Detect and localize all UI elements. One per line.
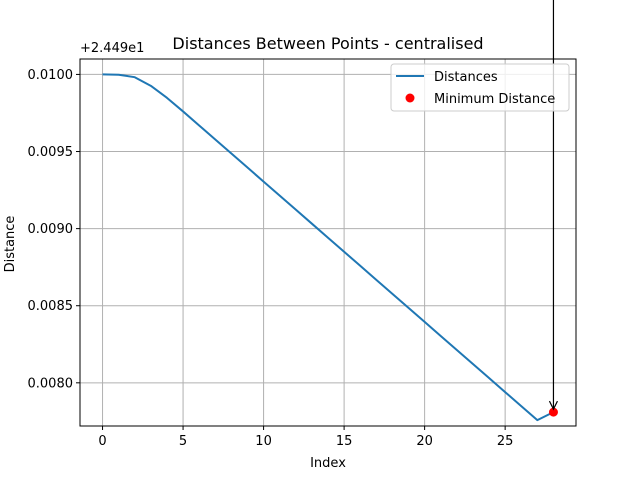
legend-marker-swatch [405,93,415,103]
legend-item-distances: Distances [434,70,498,85]
x-tick-label: 10 [255,434,272,449]
plot-area [102,73,558,422]
x-tick-label: 15 [336,434,353,449]
axes-frame [79,58,577,427]
y-axis: 0.0080 0.0085 0.0090 0.0095 0.0100 [28,68,80,391]
y-tick-label: 0.0100 [28,68,74,83]
x-tick-label: 5 [179,434,187,449]
legend-item-minimum-distance: Minimum Distance [434,92,555,107]
legend: Distances Minimum Distance [390,63,570,112]
chart-title: Distances Between Points - centralised [172,34,483,53]
y-axis-label: Distance [3,216,18,273]
minimum-distance-point [548,407,558,417]
x-tick-label: 25 [497,434,514,449]
x-tick-label: 20 [416,434,433,449]
series-line-distances [102,73,554,422]
x-tick-label: 0 [98,434,106,449]
y-tick-label: 0.0080 [28,376,74,391]
y-tick-label: 0.0090 [28,222,74,237]
arrow-head [548,400,558,411]
x-axis: 0 5 10 15 20 25 [98,426,513,449]
legend-box [390,63,570,112]
x-axis-label: Index [310,456,346,471]
y-axis-offset-label: +2.449e1 [80,41,144,56]
y-tick-label: 0.0085 [28,299,74,314]
y-tick-label: 0.0095 [28,145,74,160]
